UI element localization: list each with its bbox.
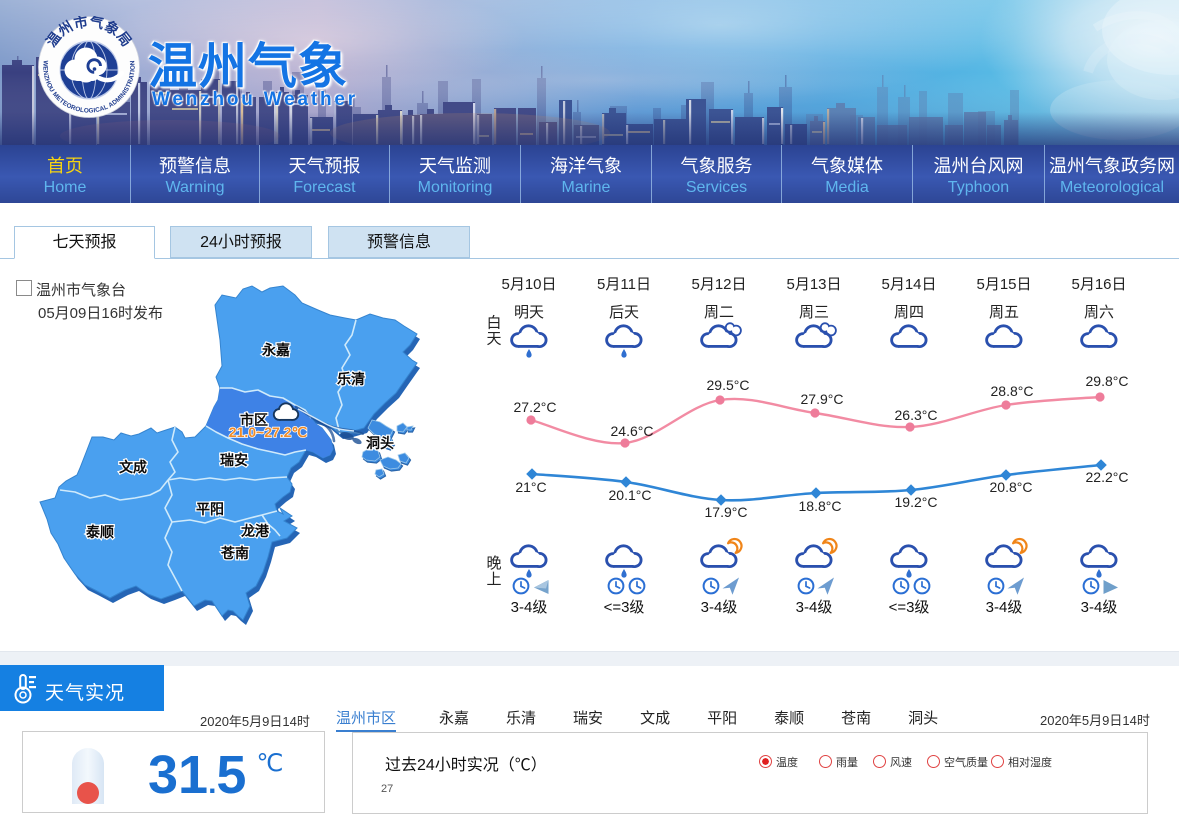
svg-text:21.0~27.2℃: 21.0~27.2℃ <box>229 424 308 440</box>
svg-text:3-4级: 3-4级 <box>511 599 548 616</box>
svg-text:20.8°C: 20.8°C <box>990 479 1033 495</box>
svg-text:5月15日: 5月15日 <box>976 276 1031 293</box>
svg-text:28.8°C: 28.8°C <box>991 383 1034 399</box>
svg-text:周五: 周五 <box>989 304 1019 321</box>
svg-text:上: 上 <box>486 571 501 588</box>
svg-text:周二: 周二 <box>704 304 734 321</box>
svg-text:26.3°C: 26.3°C <box>895 407 938 423</box>
svg-text:19.2°C: 19.2°C <box>895 494 938 510</box>
svg-text:5月10日: 5月10日 <box>501 276 556 293</box>
svg-text:乐清: 乐清 <box>337 371 365 387</box>
svg-text:<=3级: <=3级 <box>604 599 645 616</box>
svg-text:29.8°C: 29.8°C <box>1086 373 1129 389</box>
svg-text:瑞安: 瑞安 <box>220 452 248 468</box>
svg-text:文成: 文成 <box>119 459 147 475</box>
svg-text:明天: 明天 <box>514 304 544 321</box>
svg-text:3-4级: 3-4级 <box>796 599 833 616</box>
svg-text:5月12日: 5月12日 <box>691 276 746 293</box>
svg-text:市区: 市区 <box>240 412 268 428</box>
svg-text:22.2°C: 22.2°C <box>1086 469 1129 485</box>
svg-text:白: 白 <box>486 315 501 332</box>
svg-text:周四: 周四 <box>894 304 924 321</box>
svg-text:5月13日: 5月13日 <box>786 276 841 293</box>
svg-text:27.9°C: 27.9°C <box>801 391 844 407</box>
svg-text:3-4级: 3-4级 <box>701 599 738 616</box>
svg-text:洞头: 洞头 <box>366 435 394 451</box>
svg-text:后天: 后天 <box>609 304 639 321</box>
svg-text:泰顺: 泰顺 <box>85 524 114 540</box>
svg-text:5月16日: 5月16日 <box>1071 276 1126 293</box>
svg-text:18.8°C: 18.8°C <box>799 498 842 514</box>
svg-text:5月14日: 5月14日 <box>881 276 936 293</box>
svg-text:永嘉: 永嘉 <box>261 342 290 358</box>
svg-text:27.2°C: 27.2°C <box>514 399 557 415</box>
svg-text:龙港: 龙港 <box>240 523 270 539</box>
svg-text:天: 天 <box>486 331 501 348</box>
svg-text:<=3级: <=3级 <box>889 599 930 616</box>
svg-text:29.5°C: 29.5°C <box>707 377 750 393</box>
svg-text:24.6°C: 24.6°C <box>611 423 654 439</box>
svg-text:苍南: 苍南 <box>220 545 249 561</box>
svg-text:3-4级: 3-4级 <box>986 599 1023 616</box>
svg-text:21°C: 21°C <box>515 479 546 495</box>
svg-text:周六: 周六 <box>1084 304 1114 321</box>
svg-text:晚: 晚 <box>486 555 501 572</box>
svg-text:17.9°C: 17.9°C <box>705 504 748 520</box>
svg-text:20.1°C: 20.1°C <box>609 487 652 503</box>
svg-text:平阳: 平阳 <box>196 501 224 517</box>
svg-text:3-4级: 3-4级 <box>1081 599 1118 616</box>
svg-text:5月11日: 5月11日 <box>597 276 651 293</box>
svg-text:周三: 周三 <box>799 304 829 321</box>
